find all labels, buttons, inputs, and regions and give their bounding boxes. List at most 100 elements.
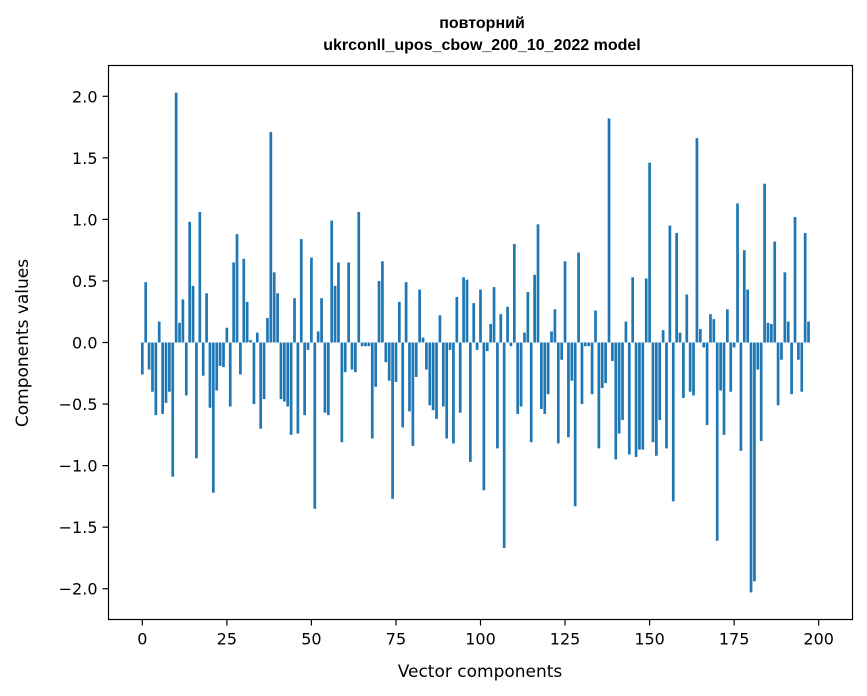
bar-79: [408, 342, 411, 412]
bar-176: [736, 203, 739, 343]
bar-175: [732, 342, 736, 348]
bar-169: [712, 319, 716, 343]
y-tick-label: −0.5: [59, 395, 98, 414]
bar-131: [583, 342, 587, 347]
bar-106: [499, 314, 503, 343]
bar-161: [685, 294, 689, 343]
chart-title-line-1: повторний: [439, 15, 525, 32]
bar-163: [692, 342, 695, 396]
bar-184: [763, 183, 766, 343]
y-tick-label: 0.5: [72, 272, 97, 291]
bar-104: [492, 287, 496, 343]
y-tick-label: −1.0: [59, 457, 98, 476]
bar-164: [695, 138, 699, 343]
bar-38: [269, 131, 273, 343]
bar-96: [465, 279, 469, 343]
bar-46: [296, 342, 300, 434]
bar-174: [729, 342, 733, 392]
bar-3: [151, 342, 154, 392]
bar-193: [793, 216, 797, 343]
bar-15: [191, 285, 195, 343]
bar-0: [140, 342, 144, 375]
bar-186: [769, 324, 773, 343]
bar-90: [445, 342, 449, 439]
bar-118: [540, 342, 543, 409]
bar-157: [671, 342, 675, 502]
bar-126: [567, 342, 570, 438]
y-tick-label: 1.5: [72, 149, 97, 168]
bar-80: [411, 342, 415, 446]
bar-183: [759, 342, 763, 441]
bar-68: [370, 342, 374, 439]
bar-22: [215, 342, 219, 391]
bar-65: [360, 342, 364, 347]
bar-194: [797, 342, 800, 360]
bar-180: [749, 342, 753, 593]
bar-132: [587, 342, 591, 347]
bar-64: [357, 212, 361, 343]
bar-189: [780, 342, 783, 360]
bar-76: [397, 301, 401, 343]
x-tick-label: 125: [550, 630, 581, 649]
bar-190: [783, 272, 787, 343]
bar-4: [154, 342, 158, 416]
bar-121: [550, 331, 553, 343]
bar-99: [475, 342, 479, 350]
bar-111: [516, 342, 520, 414]
bar-9: [171, 342, 175, 477]
bar-116: [533, 274, 536, 343]
bar-73: [387, 342, 391, 381]
bar-75: [394, 342, 398, 382]
bar-7: [164, 342, 168, 403]
bar-128: [573, 342, 577, 507]
bar-120: [546, 342, 550, 395]
bar-142: [621, 342, 624, 421]
bar-141: [617, 342, 621, 434]
bar-35: [259, 342, 263, 429]
bar-67: [367, 342, 371, 347]
bar-139: [611, 342, 614, 361]
bar-31: [245, 301, 249, 343]
y-tick-label: −2.0: [59, 580, 98, 599]
bar-58: [337, 262, 340, 343]
bar-154: [661, 330, 665, 343]
bar-145: [631, 277, 635, 343]
bar-69: [374, 342, 378, 387]
bar-160: [682, 342, 685, 398]
bar-42: [283, 342, 286, 402]
bar-168: [709, 314, 712, 343]
bar-21: [211, 342, 215, 493]
bar-108: [506, 306, 509, 343]
x-tick-label: 25: [217, 630, 237, 649]
bar-159: [678, 332, 682, 343]
bar-196: [803, 232, 807, 343]
bar-195: [800, 342, 804, 392]
bar-29: [239, 342, 242, 375]
bar-17: [198, 212, 202, 343]
bar-40: [276, 293, 279, 343]
bar-147: [638, 342, 641, 450]
bar-71: [381, 261, 384, 343]
bar-137: [604, 342, 607, 384]
bar-134: [594, 310, 597, 343]
bar-82: [418, 289, 421, 343]
bar-53: [320, 298, 323, 343]
bar-92: [452, 342, 455, 444]
bar-34: [255, 332, 259, 343]
bar-55: [326, 342, 330, 416]
bar-133: [590, 342, 594, 395]
bar-112: [519, 342, 523, 407]
bar-188: [776, 342, 780, 406]
bar-136: [600, 342, 604, 389]
bar-41: [279, 342, 283, 400]
bar-162: [688, 342, 692, 392]
bar-32: [249, 340, 252, 343]
bar-83: [421, 337, 425, 343]
bar-171: [719, 342, 722, 391]
bar-107: [502, 342, 506, 549]
bar-6: [161, 342, 164, 414]
bar-88: [438, 315, 442, 343]
bar-30: [242, 258, 246, 343]
bar-122: [553, 309, 557, 343]
